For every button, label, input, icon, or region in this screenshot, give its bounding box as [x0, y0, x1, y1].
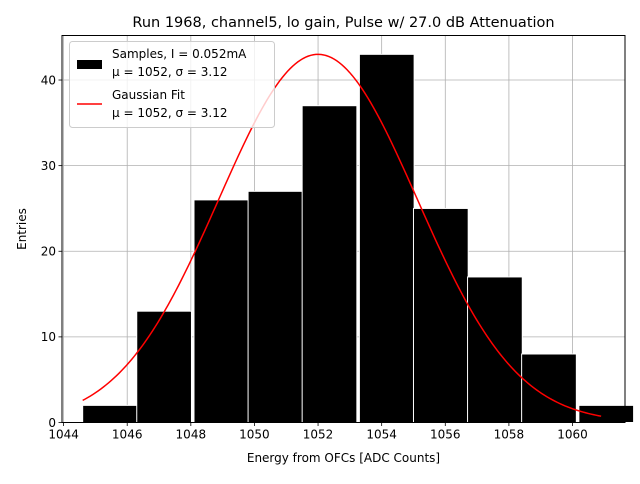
x-tick-label: 1048 [176, 428, 207, 442]
x-tick-label: 1054 [366, 428, 397, 442]
y-axis-ticks: 0 10 20 30 40 [41, 73, 62, 430]
y-tick-label: 10 [41, 330, 56, 344]
histogram-bar [247, 190, 304, 423]
y-axis-label: Entries [15, 208, 29, 250]
histogram-bar [82, 404, 138, 423]
histogram-bar [521, 353, 577, 423]
y-tick-label: 30 [41, 159, 56, 173]
histogram-bar [301, 105, 358, 423]
legend: Samples, I = 0.052mA μ = 1052, σ = 3.12 … [69, 41, 275, 128]
x-axis-label: Energy from OFCs [ADC Counts] [247, 451, 440, 465]
x-tick-label: 1060 [557, 428, 588, 442]
legend-box [69, 41, 275, 128]
x-tick-label: 1046 [112, 428, 143, 442]
histogram-bar [358, 53, 415, 424]
histogram-bars [82, 53, 635, 424]
legend-stats-fit: μ = 1052, σ = 3.12 [112, 106, 228, 120]
x-tick-label: 1058 [494, 428, 525, 442]
histogram-bar [136, 310, 192, 424]
x-axis-ticks: 1044 1046 1048 1050 1052 1054 1056 1058 1060 [48, 422, 588, 442]
legend-stats-samples: μ = 1052, σ = 3.12 [112, 65, 228, 79]
histogram-bar [467, 276, 523, 423]
y-tick-label: 40 [41, 73, 56, 87]
x-tick-label: 1050 [239, 428, 270, 442]
plot-frame [61, 35, 626, 423]
legend-label-samples: Samples, I = 0.052mA [112, 47, 247, 61]
gaussian-fit-line [82, 53, 602, 417]
y-tick-label: 0 [48, 416, 56, 430]
chart-title: Run 1968, channel5, lo gain, Pulse w/ 27… [132, 15, 554, 31]
y-tick-label: 20 [41, 245, 56, 259]
histogram-bar [193, 199, 250, 423]
histogram-bar [412, 207, 469, 423]
gaussian-fit-layer [82, 53, 602, 417]
x-tick-label: 1044 [48, 428, 79, 442]
x-tick-label: 1056 [430, 428, 461, 442]
legend-swatch-samples [77, 60, 102, 69]
legend-label-fit: Gaussian Fit [112, 88, 185, 102]
x-tick-label: 1052 [303, 428, 334, 442]
